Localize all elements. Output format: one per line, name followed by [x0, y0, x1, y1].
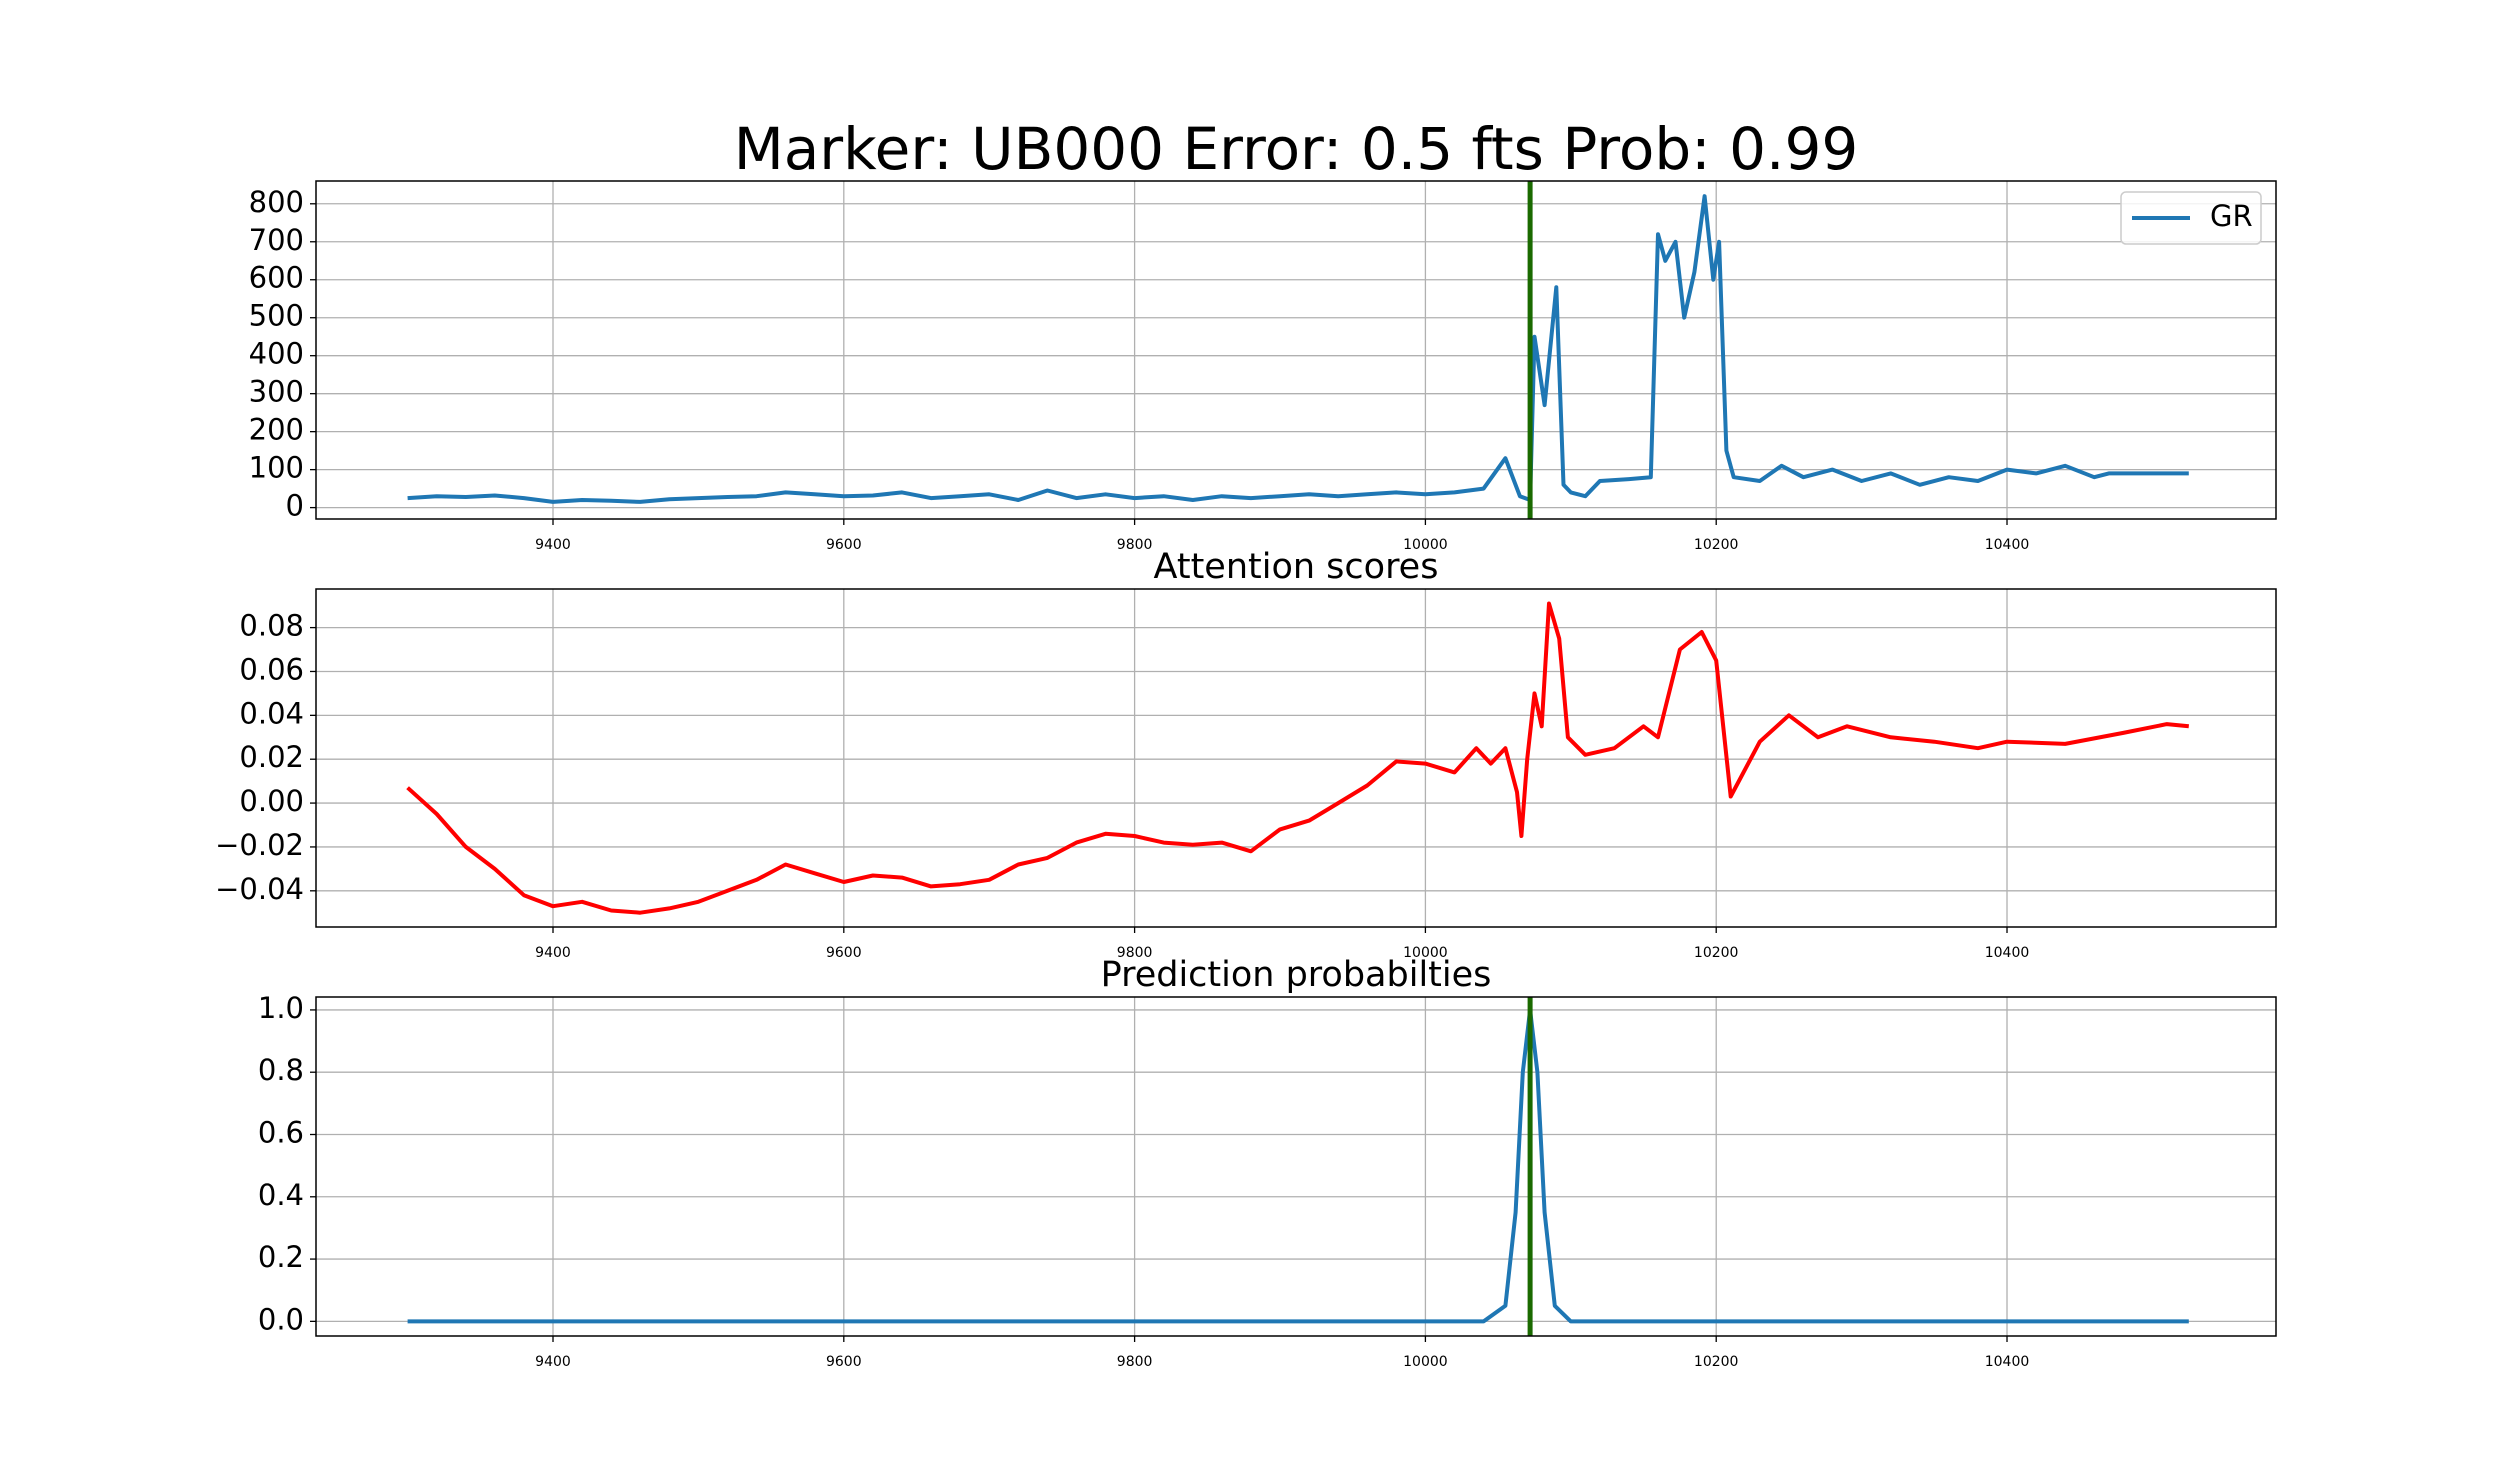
x-tick-label: 9600 [826, 1354, 862, 1370]
axes-frame [315, 180, 2277, 520]
panel-title: Marker: UB000 Error: 0.5 fts Prob: 0.99 [734, 115, 1859, 183]
panel-title: Attention scores [1154, 547, 1439, 587]
y-tick-label: 0.08 [239, 609, 304, 643]
x-tick-label: 10200 [1694, 1354, 1739, 1370]
panel-title: Prediction probabilties [1101, 955, 1492, 995]
x-tick-label: 10400 [1985, 1354, 2030, 1370]
y-tick-label: 200 [249, 413, 304, 447]
x-tick-label: 9600 [826, 945, 862, 961]
y-tick-label: 400 [249, 337, 304, 371]
y-tick-label: 100 [249, 451, 304, 485]
y-tick-label: 0.4 [258, 1178, 304, 1212]
x-tick-label: 10200 [1694, 945, 1739, 961]
y-tick-label: 0.8 [258, 1053, 304, 1087]
y-tick-label: 0.00 [239, 784, 304, 818]
x-tick-label: 9400 [535, 945, 571, 961]
x-tick-label: 10400 [1985, 945, 2030, 961]
x-tick-label: 9800 [1117, 1354, 1153, 1370]
y-tick-label: 800 [249, 185, 304, 219]
axes-frame [315, 996, 2277, 1337]
legend-label: GR [2210, 199, 2253, 233]
y-tick-label: 0.6 [258, 1115, 304, 1149]
x-tick-label: 9400 [535, 1354, 571, 1370]
y-tick-label: 0.02 [239, 740, 304, 774]
line-series [406, 601, 2189, 915]
y-tick-label: 300 [249, 375, 304, 409]
y-tick-label: 0.04 [239, 696, 304, 730]
y-tick-label: 0.06 [239, 652, 304, 686]
y-tick-label: 1.0 [258, 991, 304, 1025]
y-tick-label: 500 [249, 299, 304, 333]
x-tick-label: 9800 [1117, 537, 1153, 553]
line-series [407, 1007, 2189, 1324]
x-tick-label: 9400 [535, 537, 571, 553]
x-tick-label: 9600 [826, 537, 862, 553]
line-series [407, 194, 2189, 504]
axes-frame [315, 588, 2277, 928]
y-tick-label: 600 [249, 261, 304, 295]
y-tick-label: −0.02 [215, 828, 304, 862]
y-tick-label: −0.04 [215, 872, 304, 906]
x-tick-label: 10400 [1985, 537, 2030, 553]
y-tick-label: 0 [286, 489, 304, 523]
x-tick-label: 10200 [1694, 537, 1739, 553]
x-tick-label: 10000 [1403, 537, 1448, 553]
y-tick-label: 0.2 [258, 1240, 304, 1274]
x-tick-label: 9800 [1117, 945, 1153, 961]
legend-box [2120, 191, 2262, 245]
x-tick-label: 10000 [1403, 945, 1448, 961]
y-tick-label: 0.0 [258, 1302, 304, 1336]
x-tick-label: 10000 [1403, 1354, 1448, 1370]
y-tick-label: 700 [249, 223, 304, 257]
